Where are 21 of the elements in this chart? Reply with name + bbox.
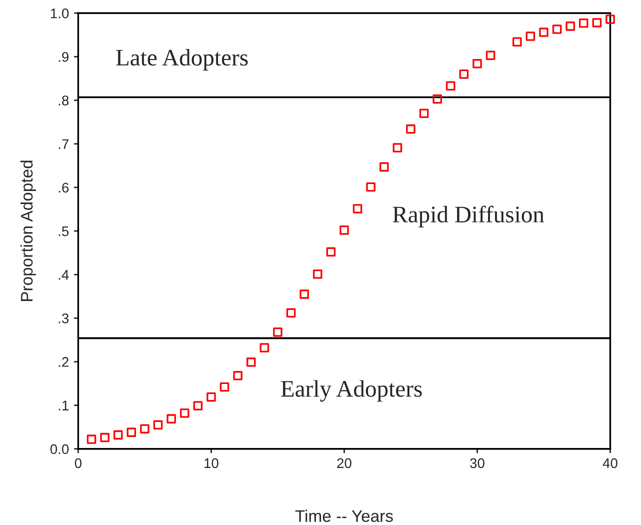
y-tick-label: .9 bbox=[58, 52, 69, 62]
y-tick-label: .4 bbox=[58, 270, 69, 280]
y-tick-label: .8 bbox=[58, 96, 69, 106]
y-tick-label: 1.0 bbox=[50, 8, 69, 18]
x-tick-label: 40 bbox=[602, 458, 618, 468]
x-axis-title: Time -- Years bbox=[295, 510, 393, 522]
y-tick-label: .5 bbox=[58, 226, 69, 236]
y-tick-label: .7 bbox=[58, 139, 68, 149]
y-tick-label: .1 bbox=[58, 400, 68, 410]
x-tick-label: 20 bbox=[337, 458, 352, 468]
x-tick-label: 0 bbox=[74, 458, 82, 468]
x-tick-label: 30 bbox=[470, 458, 484, 468]
y-tick-label: .6 bbox=[58, 182, 69, 193]
annotation: Rapid Diffusion bbox=[392, 206, 544, 228]
y-tick-label: .2 bbox=[58, 357, 68, 367]
annotation: Early Adopters bbox=[281, 380, 422, 402]
y-tick-label: .3 bbox=[58, 313, 69, 324]
y-tick-label: 0.0 bbox=[50, 444, 69, 454]
y-axis-title: Proportion Adopted bbox=[20, 160, 36, 301]
annotation: Late Adopters bbox=[116, 49, 248, 70]
x-tick-label: 10 bbox=[204, 458, 218, 468]
